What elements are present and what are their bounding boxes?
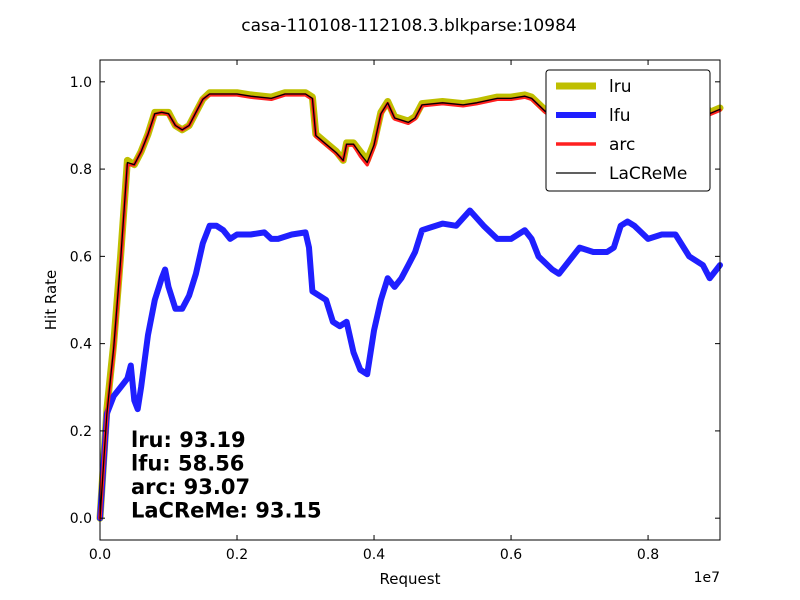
legend-label-lacreme: LaCReMe (609, 164, 687, 184)
x-axis-offset-label: 1e7 (694, 570, 720, 586)
summary-lacreme: LaCReMe: 93.15 (131, 499, 322, 523)
y-axis: 0.0 0.2 0.4 0.6 0.8 1.0 (70, 75, 720, 527)
x-tick-label: 0.0 (89, 547, 111, 563)
x-tick-label: 0.6 (500, 547, 522, 563)
series-line-lfu (97, 207, 723, 522)
plot-frame (99, 59, 721, 541)
legend-label-lru: lru (609, 77, 632, 97)
summary-lfu: lfu: 58.56 (131, 452, 244, 476)
x-tick-label: 0.8 (637, 547, 659, 563)
y-tick-label: 0.2 (70, 424, 92, 440)
legend-label-lfu: lfu (609, 106, 630, 126)
y-tick-label: 0.6 (70, 249, 92, 265)
legend-box (545, 69, 711, 192)
summary-arc: arc: 93.07 (131, 475, 250, 499)
legend: lru lfu arc LaCReMe (545, 69, 711, 192)
x-tick-label: 0.2 (226, 547, 248, 563)
chart-title: casa-110108-112108.3.blkparse:10984 (241, 16, 576, 36)
y-tick-label: 0.0 (70, 511, 92, 527)
y-tick-label: 0.8 (70, 162, 92, 178)
x-tick-label: 0.4 (363, 547, 385, 563)
y-tick-label: 1.0 (70, 75, 92, 91)
summary-lru: lru: 93.19 (131, 428, 246, 452)
legend-label-arc: arc (609, 135, 635, 155)
x-axis-label: Request (380, 570, 441, 588)
y-tick-label: 0.4 (70, 337, 92, 353)
x-axis: 0.0 0.2 0.4 0.6 0.8 (89, 60, 659, 563)
y-axis-label: Hit Rate (42, 270, 60, 331)
